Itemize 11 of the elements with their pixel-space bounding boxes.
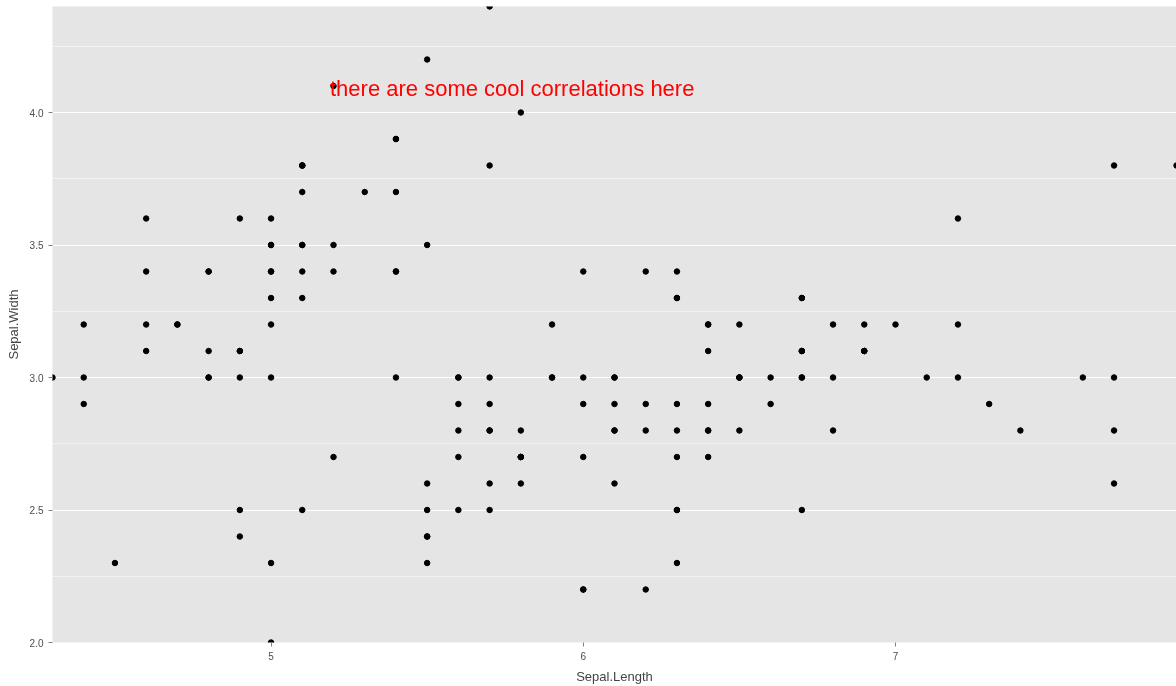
y-tick-label: 4.0 [29,107,44,119]
y-tick-label: 2.0 [29,637,44,649]
x-tick-label: 5 [268,650,275,662]
y-tick-label: 3.5 [29,240,44,251]
annotation: there are some cool correlations here [330,76,695,102]
y-axis-title: Sepal.Width [5,289,21,360]
y-tick-label: 2.5 [29,505,44,516]
x-axis-title: Sepal.Length [576,668,653,684]
x-tick-label: 6 [580,650,587,662]
y-tick-label: 3.0 [29,372,44,384]
x-tick-label: 7 [892,650,899,662]
